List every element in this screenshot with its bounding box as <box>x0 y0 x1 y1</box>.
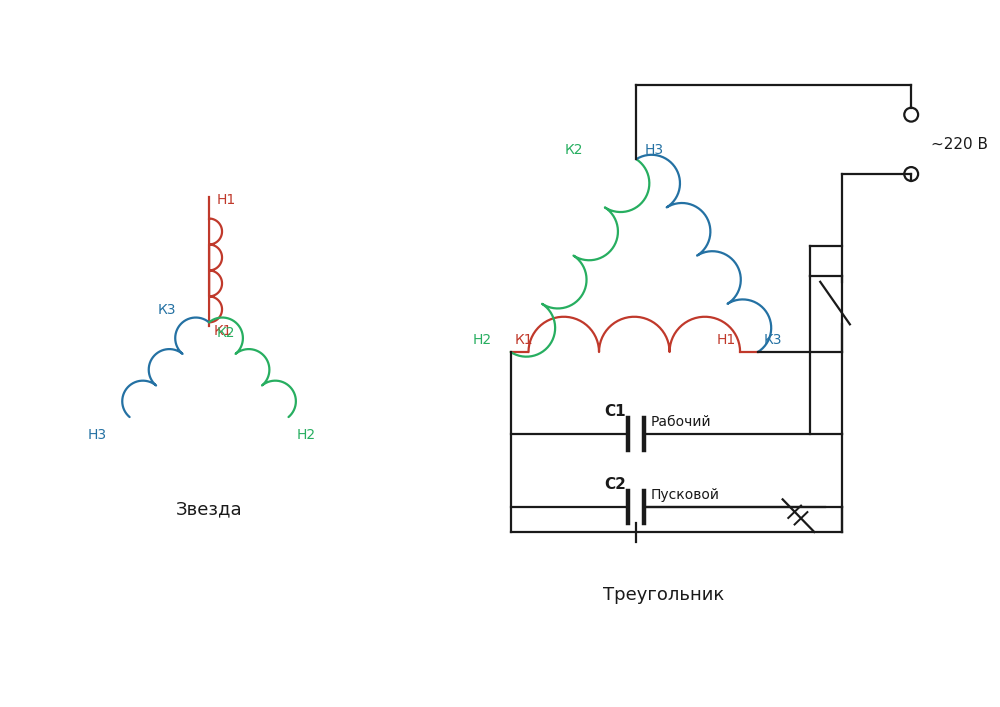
Text: ~220 В: ~220 В <box>931 137 988 152</box>
Text: Н2: Н2 <box>473 333 492 347</box>
Text: Н1: Н1 <box>716 333 736 347</box>
Text: Н2: Н2 <box>296 428 316 442</box>
Text: Н1: Н1 <box>217 192 236 206</box>
Text: Н3: Н3 <box>644 144 663 157</box>
Text: К3: К3 <box>158 303 176 317</box>
Text: С1: С1 <box>605 404 626 419</box>
Text: Н3: Н3 <box>88 428 107 442</box>
Text: К1: К1 <box>515 333 533 347</box>
Text: С2: С2 <box>605 477 627 493</box>
Text: Рабочий: Рабочий <box>651 415 712 429</box>
Text: Треугольник: Треугольник <box>603 586 725 604</box>
Text: К1: К1 <box>214 325 233 339</box>
Text: Звезда: Звезда <box>176 501 242 518</box>
Text: К2: К2 <box>565 144 584 157</box>
Text: Пусковой: Пусковой <box>651 489 720 503</box>
Text: К3: К3 <box>764 333 782 347</box>
Text: К2: К2 <box>217 326 235 340</box>
